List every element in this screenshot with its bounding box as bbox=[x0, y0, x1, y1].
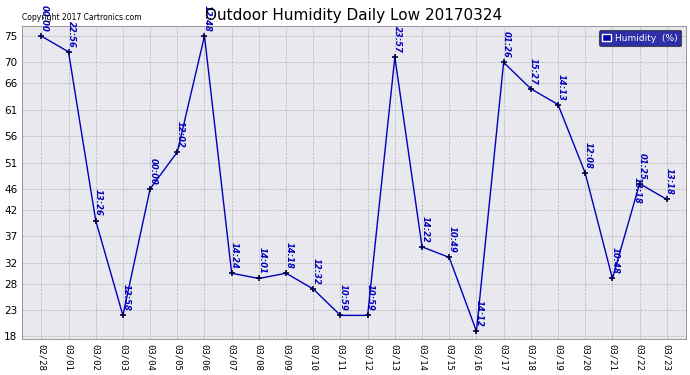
Text: 01:25: 01:25 bbox=[638, 153, 647, 180]
Text: 12:02: 12:02 bbox=[175, 121, 184, 148]
Text: 10:48: 10:48 bbox=[611, 248, 620, 274]
Text: 00:00: 00:00 bbox=[39, 5, 48, 32]
Text: 14:01: 14:01 bbox=[257, 248, 266, 274]
Text: Copyright 2017 Cartronics.com: Copyright 2017 Cartronics.com bbox=[22, 13, 141, 22]
Text: 12:58: 12:58 bbox=[121, 284, 130, 311]
Text: 00:00: 00:00 bbox=[148, 158, 157, 185]
Text: 10:49: 10:49 bbox=[448, 226, 457, 253]
Text: 14:18: 14:18 bbox=[284, 242, 293, 269]
Text: 13:18: 13:18 bbox=[632, 177, 641, 204]
Text: 13:26: 13:26 bbox=[94, 189, 103, 216]
Title: Outdoor Humidity Daily Low 20170324: Outdoor Humidity Daily Low 20170324 bbox=[206, 8, 502, 23]
Text: 12:08: 12:08 bbox=[584, 142, 593, 169]
Text: 10:59: 10:59 bbox=[339, 284, 348, 311]
Text: 23:57: 23:57 bbox=[393, 26, 402, 53]
Text: 14:13: 14:13 bbox=[556, 74, 565, 100]
Text: 13:18: 13:18 bbox=[665, 168, 674, 195]
Legend: Humidity  (%): Humidity (%) bbox=[599, 30, 681, 46]
Text: 10:59: 10:59 bbox=[366, 284, 375, 311]
Text: 12:32: 12:32 bbox=[312, 258, 321, 285]
Text: 14:22: 14:22 bbox=[420, 216, 429, 243]
Text: 14:24: 14:24 bbox=[230, 242, 239, 269]
Text: 14:12: 14:12 bbox=[475, 300, 484, 327]
Text: 22:56: 22:56 bbox=[67, 21, 76, 48]
Text: 15:27: 15:27 bbox=[529, 58, 538, 85]
Text: 12:48: 12:48 bbox=[203, 5, 212, 32]
Text: 01:26: 01:26 bbox=[502, 32, 511, 58]
